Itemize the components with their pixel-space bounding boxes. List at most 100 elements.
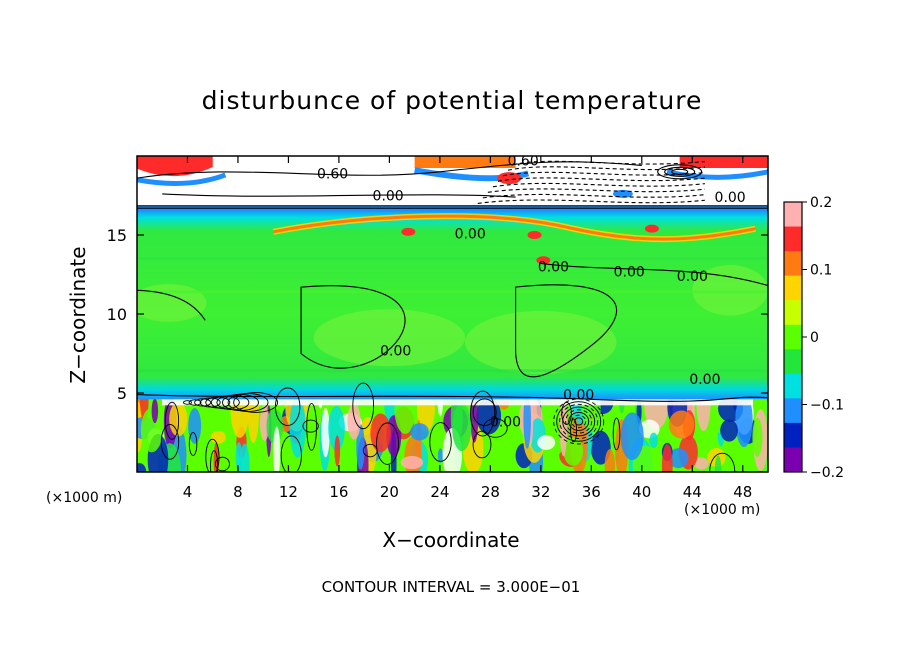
contour-label: 0.00	[490, 414, 521, 430]
x-unit-label-left: (×1000 m)	[46, 490, 123, 506]
lower-layer-blob	[649, 432, 658, 449]
colorbar-segment	[784, 300, 802, 326]
upper-red-strip	[679, 156, 768, 168]
mid-level-blobs	[137, 213, 768, 375]
contour-mid-left	[137, 289, 206, 321]
x-axis-label: X−coordinate	[382, 528, 520, 552]
contour-negative-upper	[477, 199, 705, 204]
lower-layer-blob	[239, 443, 250, 472]
contour-lower-vortex	[562, 406, 596, 437]
contour-label: 0.00	[380, 343, 411, 359]
contour-lower-loop	[612, 417, 621, 451]
tropopause-filament-orange	[273, 214, 756, 241]
x-unit-label-right: (×1000 m)	[684, 502, 761, 518]
lower-layer-blob	[235, 442, 243, 472]
lower-layer-blob	[140, 407, 163, 453]
contour-lines	[137, 160, 768, 472]
colorbar-segment	[784, 373, 802, 399]
mid-streak	[137, 290, 768, 294]
contour-mid-column-1	[300, 285, 406, 369]
lower-layer-blob	[289, 396, 306, 458]
x-tick-label: 48	[733, 483, 752, 501]
contour-negative-upper	[512, 160, 705, 166]
contour-label: 0.00	[715, 190, 746, 206]
contour-lower-vortex	[565, 409, 593, 434]
upper-red-patch	[137, 156, 213, 177]
lower-layer-blob	[207, 415, 232, 429]
mid-streak	[137, 369, 768, 373]
lower-layer-blob	[437, 448, 444, 463]
colorbar-tick-label: 0.1	[810, 263, 832, 279]
lower-layer-blob	[188, 408, 202, 444]
lower-layer-blob	[735, 393, 753, 448]
lower-turbulent-layer	[137, 373, 768, 472]
contour-lower-loop	[472, 430, 492, 459]
lower-layer-blob	[720, 419, 738, 442]
contour-lower-vortex	[568, 411, 590, 431]
x-tick-label: 8	[233, 483, 243, 501]
contour-lower-loop	[561, 401, 572, 425]
filament-red-spot	[527, 231, 542, 239]
lower-layer-blob	[604, 449, 615, 472]
x-tick-label: 36	[582, 483, 601, 501]
contour-lower-loop	[306, 402, 317, 451]
contour-mid-column-2	[515, 284, 618, 378]
contour-negative-upper	[492, 182, 705, 188]
x-tick-label: 20	[380, 483, 399, 501]
contour-upper-0.00	[162, 193, 516, 198]
filament-red-spot	[401, 227, 416, 236]
contour-lower-loop	[709, 452, 736, 472]
contour-label: 0.00	[373, 189, 404, 205]
upper-layer	[137, 156, 768, 212]
contour-lower-loop	[570, 418, 578, 443]
contour-lower-vortex	[556, 401, 602, 442]
mid-column-blob	[137, 283, 207, 322]
upper-red-spot	[497, 172, 522, 185]
contour-lower-cluster	[194, 398, 212, 407]
lower-layer-blob	[210, 430, 226, 444]
lower-layer-blob	[259, 405, 270, 441]
contour-lower-loop	[376, 422, 399, 465]
lower-layer-blob	[620, 412, 644, 461]
colorbar-tick-label: −0.2	[810, 465, 844, 481]
contour-label: 0.00	[455, 226, 486, 242]
filament-red-spot	[644, 224, 659, 233]
lower-layer-blob	[693, 457, 709, 470]
contour-labels: 0.60 0.60 0.00 0.00 0.00 0.00 0.00 0.00 0.00 0.00…	[317, 156, 746, 430]
contour-lower-top	[137, 394, 768, 402]
contour-interval-note: CONTOUR INTERVAL = 3.000E−01	[321, 578, 581, 596]
x-axis-ticks: 4 8 12 16 20 24 28 32 36 40 44 48	[183, 156, 752, 501]
lower-layer-blob	[707, 447, 726, 468]
lower-layer-blob	[347, 403, 361, 440]
contour-lower-vortex	[571, 414, 587, 429]
lower-layer-blob	[356, 424, 365, 470]
x-tick-label: 40	[632, 483, 651, 501]
x-tick-label: 28	[481, 483, 500, 501]
contour-lower-cluster	[188, 399, 202, 406]
lower-layer-white-stripe	[162, 397, 753, 406]
colorbar-segment	[784, 275, 802, 301]
lower-layer-blob	[410, 423, 429, 441]
lower-layer-blob	[334, 435, 341, 467]
x-tick-label: 24	[430, 483, 449, 501]
colorbar-segment	[784, 251, 802, 277]
contour-upper-ring	[657, 164, 703, 180]
contour-mid-upper	[540, 262, 768, 287]
y-axis-ticks: 5 10 15	[107, 226, 768, 403]
contour-lower-loop	[280, 435, 302, 472]
colorbar-tick-label: 0.2	[810, 195, 832, 211]
contour-label: 0.00	[538, 260, 569, 276]
x-tick-label: 16	[329, 483, 348, 501]
colorbar-tick-label: −0.1	[810, 398, 844, 414]
filament-red-spot	[536, 256, 551, 265]
lower-layer-blob	[273, 426, 281, 472]
colorbar-segment	[784, 422, 802, 448]
contour-lower-loop	[302, 419, 319, 433]
colorbar-tick-label: 0	[810, 330, 819, 346]
lower-layer-blob	[137, 463, 147, 472]
lower-layer-blob	[151, 398, 159, 424]
lower-layer-blob	[452, 403, 472, 452]
lower-layer-blob	[321, 407, 330, 458]
contour-lower-loop	[472, 398, 497, 427]
contour-lower-cluster	[183, 400, 192, 405]
